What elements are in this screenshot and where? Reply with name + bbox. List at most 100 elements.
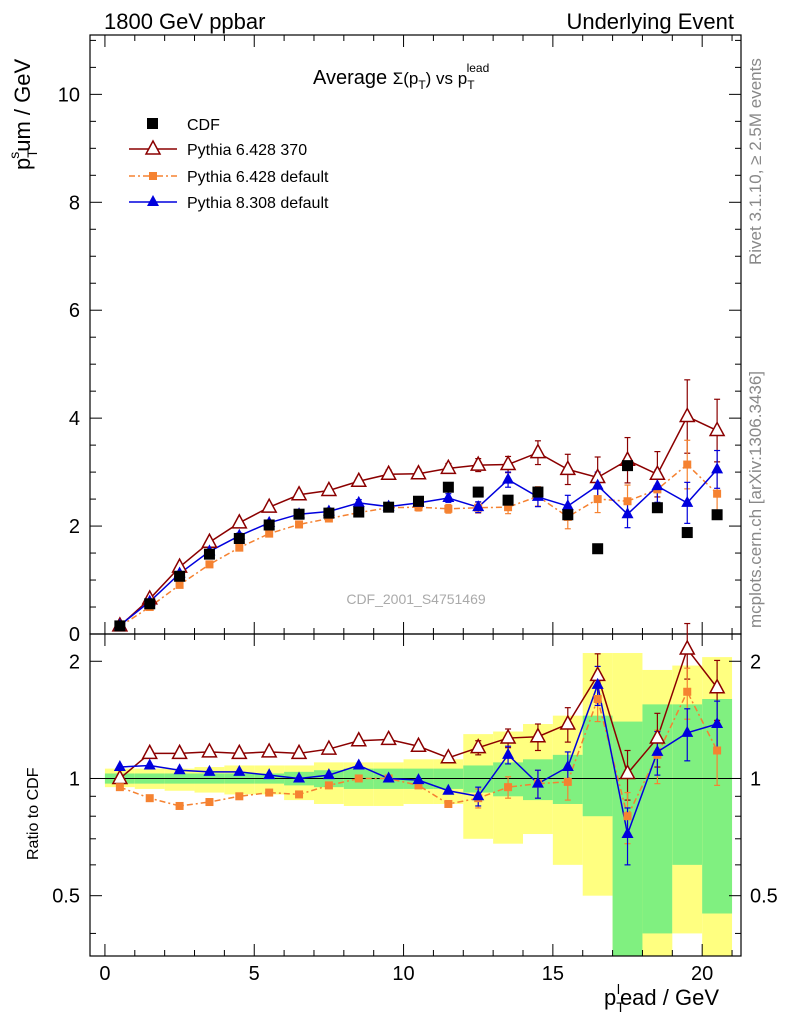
bot-line-p6-default <box>119 690 718 819</box>
top-point-p8-default-19 <box>681 495 694 507</box>
top-point-cdf-15 <box>562 509 574 521</box>
top-point-p6-370-10 <box>410 464 427 480</box>
main-panel: 0 2 4 6 8 10 <box>58 34 742 646</box>
bot-point-p6-370-20 <box>708 678 726 694</box>
bot-ytick-label-right-0.5: 0.5 <box>750 886 778 908</box>
xtick-label-0: 0 <box>99 963 110 985</box>
top-point-p6-370-15 <box>559 459 577 476</box>
bot-point-p8-default-13 <box>502 747 515 759</box>
bot-point-p8-default-7 <box>322 768 335 780</box>
bot-point-p8-default-20 <box>711 717 724 729</box>
top-point-p6-370-6 <box>290 485 308 501</box>
band-inner-16 <box>582 715 613 817</box>
top-point-p6-default-3 <box>205 560 214 569</box>
bot-point-p6-370-14 <box>529 727 547 743</box>
bot-point-p6-370-6 <box>290 743 308 760</box>
bot-point-p6-default-20 <box>713 746 722 755</box>
ylabel-sup: s <box>6 152 22 159</box>
bot-ytick-label-right-1: 1 <box>750 768 761 790</box>
top-point-p6-370-14 <box>529 443 547 459</box>
top-point-cdf-9 <box>383 501 395 513</box>
ratio-panel: 0 5 10 15 20 0.5 0.5 1 1 2 2 <box>52 622 778 985</box>
top-point-cdf-2 <box>174 570 186 582</box>
top-point-p8-default-11 <box>442 491 455 503</box>
top-point-p6-default-16 <box>593 495 602 504</box>
top-point-p8-default-8 <box>352 495 365 507</box>
top-point-cdf-10 <box>412 495 424 507</box>
top-point-p6-default-13 <box>504 503 513 512</box>
top-point-cdf-13 <box>502 494 514 506</box>
title-sigma: Σ(p <box>393 69 419 88</box>
top-ytick-label-8: 8 <box>69 192 80 214</box>
top-ytick-label-6: 6 <box>69 300 80 322</box>
bot-point-p8-default-2 <box>173 763 186 775</box>
bot-ytick-label-right-2: 2 <box>750 651 761 673</box>
legend-marker-p8-default <box>147 195 159 206</box>
top-point-p6-370-12 <box>469 455 487 471</box>
bot-ytick-label-left-0.5: 0.5 <box>52 886 80 908</box>
xtick-label-20: 20 <box>691 963 713 985</box>
top-point-p8-default-13 <box>502 472 515 484</box>
top-point-cdf-14 <box>532 486 544 498</box>
bot-point-p6-370-7 <box>320 739 338 755</box>
bot-point-p8-default-0 <box>113 760 126 772</box>
legend-marker-p6-370 <box>144 139 162 155</box>
top-point-cdf-5 <box>263 519 275 531</box>
bot-point-p8-default-18 <box>651 744 664 756</box>
top-point-p8-default-20 <box>711 462 724 474</box>
top-point-p8-default-12 <box>472 500 485 512</box>
top-point-cdf-11 <box>442 481 454 493</box>
top-point-p6-370-20 <box>708 420 726 437</box>
legend-entry-p8-default: Pythia 8.308 default <box>129 195 329 212</box>
top-point-p6-default-19 <box>683 460 692 469</box>
top-point-p8-default-16 <box>591 478 604 490</box>
bot-point-p8-default-8 <box>352 758 365 770</box>
top-point-p6-default-6 <box>295 520 304 529</box>
top-point-cdf-1 <box>144 598 156 610</box>
bot-ytick-label-left-2: 2 <box>69 651 80 673</box>
mcplots-label: mcplots.cern.ch [arXiv:1306.3436] <box>746 371 765 628</box>
xtick-label-15: 15 <box>542 963 564 985</box>
ratio-ylabel: Ratio to CDF <box>25 767 42 860</box>
legend-entry-p6-370: Pythia 6.428 370 <box>129 139 307 159</box>
top-point-p6-default-2 <box>175 580 184 589</box>
title-subT2: T <box>467 78 475 92</box>
top-ytick-label-0: 0 <box>69 624 80 646</box>
bot-point-p6-default-15 <box>563 777 572 786</box>
svg-text:pTsum / GeV: pTsum / GeV <box>6 59 40 170</box>
top-ytick-label-4: 4 <box>69 408 80 430</box>
legend-label-cdf: CDF <box>187 117 220 134</box>
legend-label-p6-default: Pythia 6.428 default <box>187 169 329 186</box>
top-point-p8-default-17 <box>621 507 634 519</box>
top-point-p6-370-4 <box>231 513 248 529</box>
top-point-p6-default-4 <box>235 543 244 552</box>
top-point-p6-370-5 <box>260 497 278 513</box>
xtick-label-10: 10 <box>392 963 414 985</box>
ylabel-p: p <box>10 158 35 170</box>
bot-point-p6-default-2 <box>175 801 184 810</box>
top-point-p6-370-7 <box>320 480 338 497</box>
bot-point-p6-default-17 <box>623 812 632 821</box>
legend-entry-cdf: CDF <box>147 117 220 134</box>
xlabel-rest: ead / GeV <box>620 985 719 1010</box>
bot-ytick-label-left-1: 1 <box>69 768 80 790</box>
top-point-p8-default-15 <box>561 499 574 511</box>
bot-point-p6-default-4 <box>235 792 244 801</box>
rivet-label: Rivet 3.1.10, ≥ 2.5M events <box>746 58 765 265</box>
bot-point-p6-370-3 <box>201 742 218 758</box>
bot-point-p6-default-8 <box>354 774 363 783</box>
bot-point-p8-default-3 <box>203 764 216 776</box>
bot-point-p6-default-7 <box>324 781 333 790</box>
top-point-p6-default-5 <box>265 529 274 538</box>
bot-point-p6-370-19 <box>678 639 696 655</box>
bot-point-p8-default-19 <box>681 725 694 737</box>
top-point-p6-370-9 <box>380 464 397 481</box>
bot-point-p6-370-4 <box>231 743 248 760</box>
bot-point-p6-default-19 <box>683 687 692 696</box>
bot-point-p8-default-11 <box>442 783 455 795</box>
top-point-cdf-4 <box>233 532 245 544</box>
bot-point-p8-default-16 <box>591 677 604 689</box>
xtick-label-5: 5 <box>249 963 260 985</box>
bot-point-p6-default-1 <box>145 794 154 803</box>
